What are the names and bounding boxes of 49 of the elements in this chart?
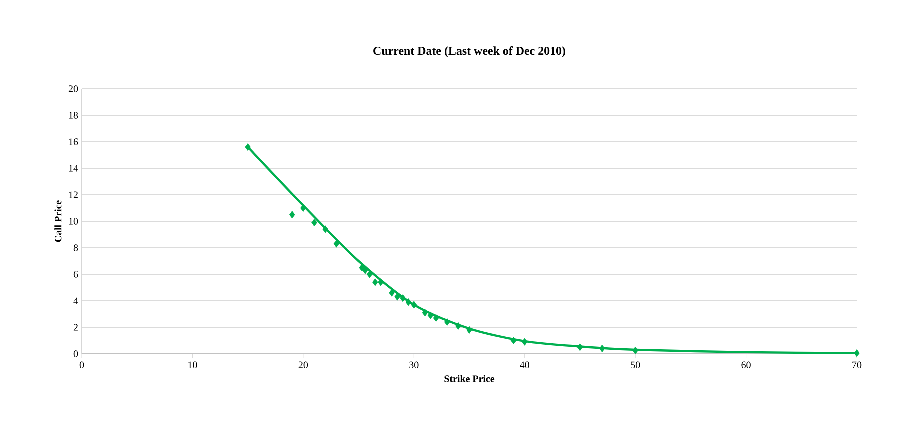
y-tick-label: 10: [69, 218, 78, 225]
x-tick-label: 30: [410, 362, 419, 368]
point: [466, 326, 472, 334]
point: [334, 240, 340, 248]
x-axis-title: Strike Price: [444, 375, 495, 382]
point: [411, 301, 418, 309]
point: [359, 264, 365, 272]
point: [632, 346, 638, 354]
x-tick-label: 50: [631, 362, 640, 368]
x-tick-label: 0: [80, 362, 84, 368]
x-tick-label: 60: [742, 362, 751, 368]
y-axis-title: Call Price: [54, 200, 62, 242]
point: [300, 204, 306, 212]
point: [366, 270, 373, 278]
y-tick-label: 12: [69, 192, 78, 198]
y-tick-label: 6: [74, 271, 78, 278]
point: [378, 278, 384, 286]
point: [433, 314, 440, 322]
y-tick-label: 2: [74, 324, 78, 331]
y-tick-label: 8: [74, 244, 78, 252]
x-tick-label: 20: [298, 362, 308, 368]
point: [522, 338, 528, 346]
point: [406, 298, 412, 306]
y-tick-label: 18: [69, 112, 78, 119]
point: [577, 344, 584, 352]
point: [854, 350, 860, 358]
point: [422, 309, 428, 317]
x-tick-label: 10: [188, 362, 198, 368]
point: [289, 211, 296, 219]
y-tick-label: 20: [68, 86, 78, 92]
chart-title: Current Date (Last week of Dec 2010): [374, 46, 566, 58]
x-tick-label: 40: [520, 362, 530, 368]
point: [400, 294, 406, 302]
point: [372, 278, 378, 286]
point: [456, 322, 462, 330]
point: [322, 226, 328, 234]
point: [599, 344, 606, 352]
y-tick-label: 0: [74, 350, 78, 358]
point: [394, 293, 400, 301]
point: [510, 336, 517, 345]
point: [444, 318, 450, 326]
y-tick-label: 4: [74, 298, 78, 304]
point: [428, 312, 434, 320]
point: [245, 144, 251, 152]
x-tick-label: 70: [852, 362, 862, 368]
point: [389, 289, 395, 297]
point: [312, 219, 318, 227]
y-tick-label: 16: [69, 138, 78, 146]
y-tick-label: 14: [69, 165, 78, 172]
